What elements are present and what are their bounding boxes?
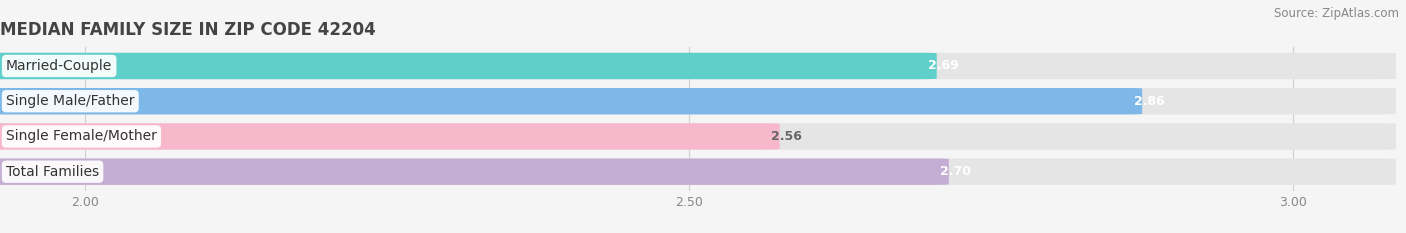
FancyBboxPatch shape xyxy=(0,158,1396,185)
FancyBboxPatch shape xyxy=(0,123,1396,150)
FancyBboxPatch shape xyxy=(0,53,1396,79)
Text: 2.86: 2.86 xyxy=(1133,95,1164,108)
Text: 2.69: 2.69 xyxy=(928,59,959,72)
FancyBboxPatch shape xyxy=(0,88,1142,114)
FancyBboxPatch shape xyxy=(0,53,936,79)
FancyBboxPatch shape xyxy=(0,88,1396,114)
FancyBboxPatch shape xyxy=(0,158,949,185)
Text: Married-Couple: Married-Couple xyxy=(6,59,112,73)
Text: 2.56: 2.56 xyxy=(770,130,801,143)
Text: Single Male/Father: Single Male/Father xyxy=(6,94,135,108)
Text: Source: ZipAtlas.com: Source: ZipAtlas.com xyxy=(1274,7,1399,20)
Text: 2.70: 2.70 xyxy=(941,165,972,178)
Text: Single Female/Mother: Single Female/Mother xyxy=(6,130,157,144)
FancyBboxPatch shape xyxy=(0,123,779,150)
Text: Total Families: Total Families xyxy=(6,165,100,179)
Text: MEDIAN FAMILY SIZE IN ZIP CODE 42204: MEDIAN FAMILY SIZE IN ZIP CODE 42204 xyxy=(0,21,375,39)
